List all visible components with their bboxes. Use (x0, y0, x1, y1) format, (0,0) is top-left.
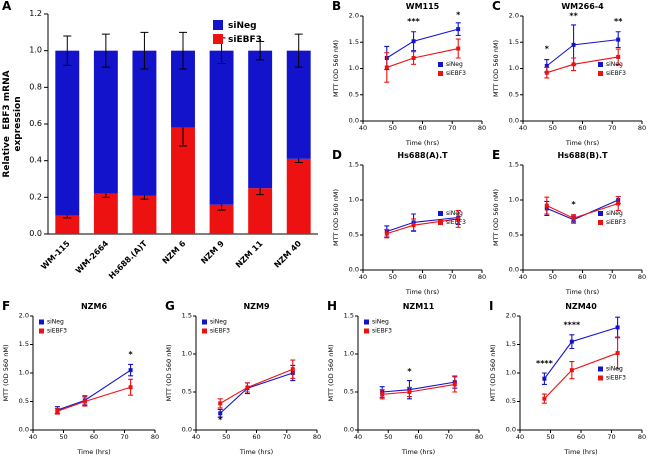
panel-a: A (0, 0, 330, 298)
panel-h-chart (325, 300, 487, 458)
panel-e: E (490, 148, 650, 298)
panel-b-label: B (332, 0, 342, 13)
panel-d-chart (330, 149, 490, 298)
panel-h: H (325, 299, 487, 458)
panel-c-label: C (492, 0, 501, 13)
panel-f-label: F (2, 299, 11, 313)
panel-f: F (0, 299, 163, 458)
panel-a-chart (0, 0, 330, 298)
panel-d-label: D (332, 148, 342, 162)
panel-f-chart (0, 300, 163, 458)
panel-c-chart (490, 0, 650, 149)
panel-e-chart (490, 149, 650, 298)
panel-h-label: H (327, 299, 338, 313)
panel-b: B (330, 0, 490, 149)
panel-a-label: A (2, 0, 12, 13)
panel-c: C (490, 0, 650, 149)
panel-i: I (487, 299, 650, 458)
panel-d: D (330, 148, 490, 298)
panel-g-chart (163, 300, 325, 458)
panel-e-label: E (492, 148, 501, 162)
panel-b-chart (330, 0, 490, 149)
panel-i-chart (487, 300, 650, 458)
panel-g: G (163, 299, 325, 458)
panel-g-label: G (165, 299, 175, 313)
panel-i-label: I (489, 299, 494, 313)
